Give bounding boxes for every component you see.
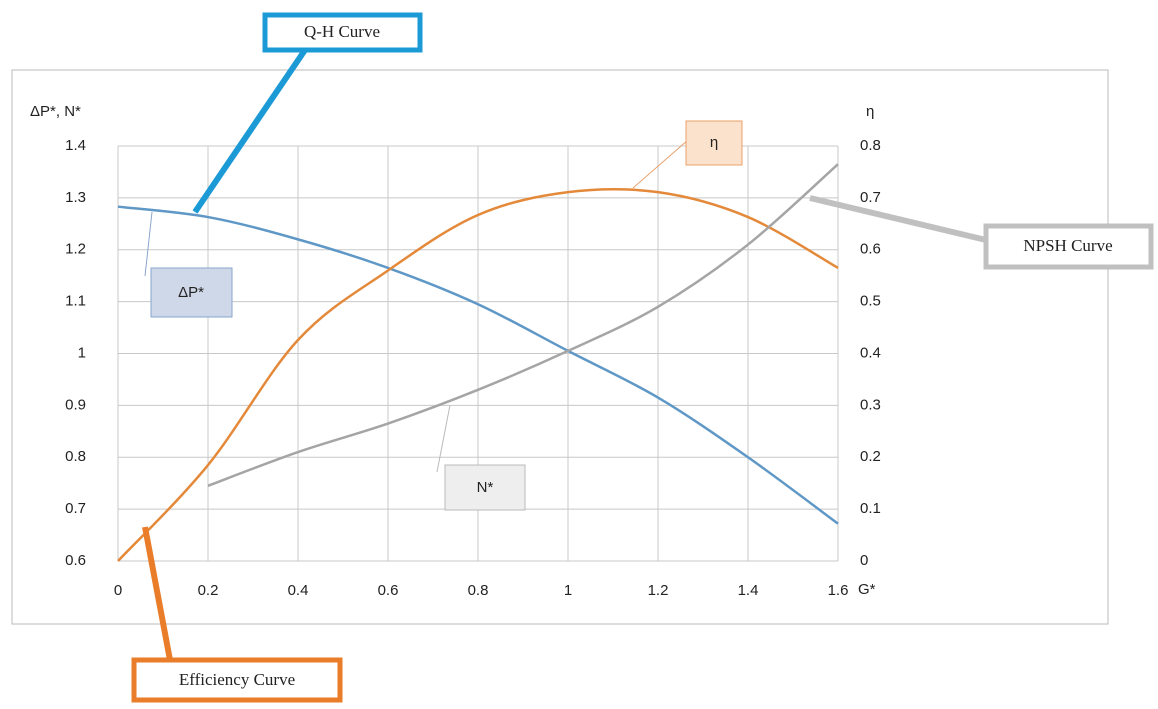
y2-tick-label: 0.3 (860, 396, 881, 413)
y2-tick-label: 0.4 (860, 344, 881, 361)
y-tick-label: 1.2 (65, 241, 86, 258)
series-label: η (710, 134, 718, 151)
x-tick-label: 1 (564, 582, 572, 599)
callout-line (142, 526, 173, 661)
callout-box (983, 223, 1154, 270)
series-line (207, 163, 839, 487)
y-tick-label: 0.7 (65, 500, 86, 517)
x-tick-label: 0.8 (468, 582, 489, 599)
y-tick-label: 0.6 (65, 552, 86, 569)
y2-tick-label: 0 (860, 552, 868, 569)
callout-line (809, 195, 987, 243)
x-tick-label: 1.4 (738, 582, 759, 599)
x-tick-label: 0 (114, 582, 122, 599)
annotation: Q-H Curve (304, 22, 380, 41)
plot: 0 0.2 0.4 0.6 0.8 1 1.2 1.4 1.6 0.6 0.7 0.8 0.9 1 1.1 1… (65, 137, 881, 599)
callout-box (131, 657, 343, 703)
series-label: ΔP* (178, 284, 204, 301)
y-tick-label: 1.4 (65, 137, 86, 154)
y-tick-label: 0.9 (65, 396, 86, 413)
x-tick-label: 0.6 (378, 582, 399, 599)
x-tick-label: 1.2 (648, 582, 669, 599)
y2-axis-label: η (866, 103, 874, 120)
callout-box (262, 12, 423, 53)
series-line (117, 205, 839, 525)
y-axis-label: ΔP*, N* (30, 103, 81, 120)
x-axis-label: G* (858, 581, 876, 598)
annotation: Efficiency Curve (179, 670, 295, 689)
series-line (117, 187, 839, 562)
y2-tick-label: 0.7 (860, 189, 881, 206)
x-tick-label: 1.6 (828, 582, 849, 599)
label-leader (144, 211, 153, 277)
y-tick-label: 0.8 (65, 448, 86, 465)
y2-tick-label: 0.1 (860, 500, 881, 517)
callout-line (192, 48, 308, 214)
label-box (444, 464, 526, 511)
y2-tick-label: 0.5 (860, 293, 881, 310)
y2-tick-label: 0.8 (860, 137, 881, 154)
label-leader (436, 404, 451, 473)
annotation: NPSH Curve (1023, 236, 1112, 255)
y-tick-label: 1 (78, 344, 86, 361)
y2-tick-label: 0.6 (860, 241, 881, 258)
label-leader (632, 139, 689, 189)
y-tick-label: 1.1 (65, 293, 86, 310)
series-label: N* (477, 479, 494, 496)
x-tick-label: 0.2 (198, 582, 219, 599)
y-tick-label: 1.3 (65, 189, 86, 206)
y2-tick-label: 0.2 (860, 448, 881, 465)
label-box (150, 267, 233, 318)
x-tick-label: 0.4 (288, 582, 309, 599)
label-box (685, 120, 743, 166)
